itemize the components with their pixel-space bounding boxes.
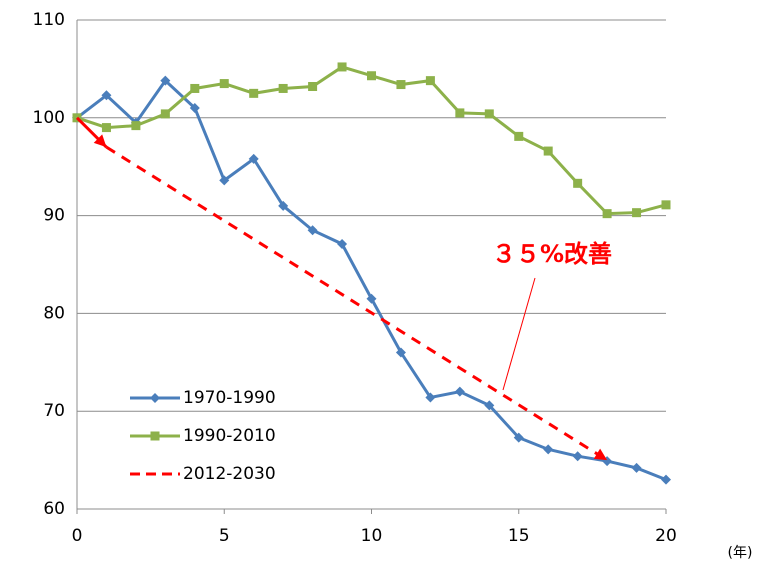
point [455,108,465,118]
point [219,175,230,186]
point [573,178,583,188]
point [160,75,171,86]
point [514,131,524,141]
point [101,123,111,133]
legend-marker [150,393,160,403]
point [307,225,318,236]
annotation: ３５%改善 [492,240,612,268]
series [72,75,671,485]
point [337,62,347,72]
point [425,392,436,403]
x-tick-label: 5 [219,526,230,546]
point [190,83,200,93]
point [602,209,612,219]
trend-line [105,145,608,462]
point [513,432,524,443]
line [76,65,667,216]
line [76,78,667,482]
point [632,208,642,218]
point [484,400,495,411]
point [308,82,318,92]
x-axis-label: (年) [728,545,753,561]
y-tick-label: 100 [33,108,65,128]
x-tick-label: 15 [508,526,530,546]
x-tick-label: 0 [72,526,83,546]
arrowhead [93,134,107,148]
point [484,109,494,119]
point [101,90,112,101]
point [454,386,465,397]
point [337,238,348,249]
legend-label: 2012-2030 [183,464,276,484]
point [395,347,406,358]
point [661,474,671,485]
y-tick-label: 80 [43,303,65,323]
point [396,80,406,90]
point [189,103,200,114]
annotation-leader [502,277,536,391]
point [367,71,376,81]
legend-label: 1970-1990 [183,388,276,408]
point [661,200,671,210]
point [543,444,554,455]
point [219,79,229,89]
point [425,76,435,86]
point [543,146,553,156]
point [278,200,289,211]
series [75,116,608,462]
point [131,121,141,131]
point [248,153,259,164]
legend-label: 1990-2010 [183,426,276,446]
legend-marker [150,431,160,441]
series [72,62,671,219]
x-tick-label: 10 [361,526,383,546]
point [160,109,170,119]
x-tick-label: 20 [655,526,677,546]
point [366,293,377,304]
point [572,451,583,462]
point [278,83,288,93]
y-tick-label: 90 [43,206,65,226]
y-tick-label: 110 [33,10,65,30]
y-tick-label: 70 [43,401,65,421]
arrowhead [593,448,608,461]
y-tick-label: 60 [43,499,65,519]
point [631,462,642,473]
point [249,88,259,98]
